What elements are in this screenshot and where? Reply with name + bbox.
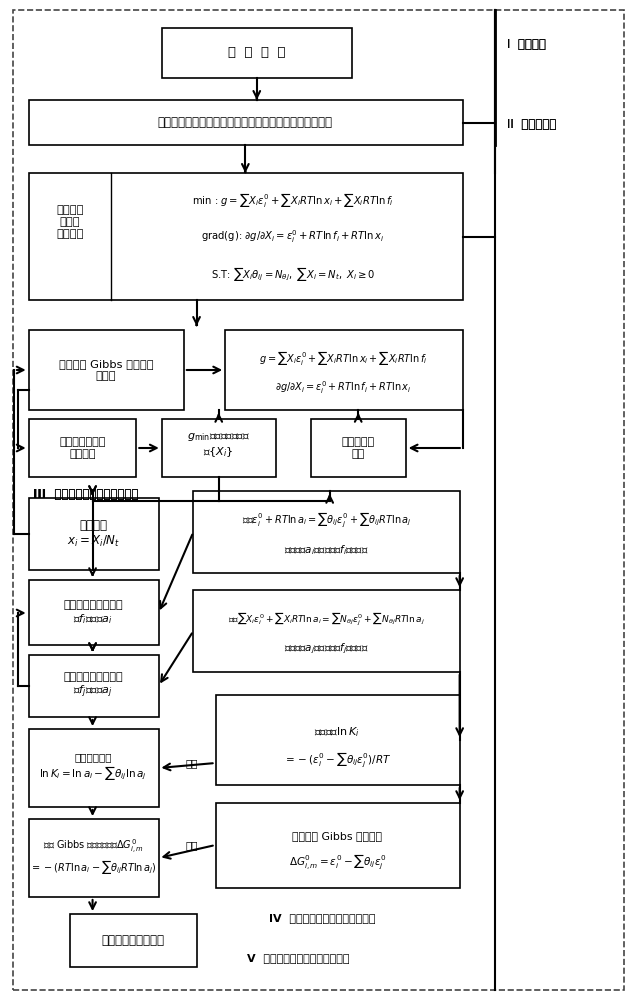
FancyBboxPatch shape [216, 695, 460, 785]
FancyBboxPatch shape [29, 819, 158, 897]
Text: S.T: $\sum X_i\theta_{ij}=N_{\theta j},\ \sum X_i=N_t,\ X_i\geq 0$: S.T: $\sum X_i\theta_{ij}=N_{\theta j},\… [210, 265, 375, 283]
FancyBboxPatch shape [29, 498, 158, 570]
FancyBboxPatch shape [29, 330, 184, 410]
FancyBboxPatch shape [193, 590, 460, 672]
Text: 验证活度$a_i$与活度系数$f_i$的合理性: 验证活度$a_i$与活度系数$f_i$的合理性 [284, 543, 369, 557]
Text: 计算各物种的活度系
数$f_i$与活度$a_i$: 计算各物种的活度系 数$f_i$与活度$a_i$ [63, 600, 123, 626]
Text: 平衡常数计算
$\ln K_i = \ln a_i - \sum\theta_{ij}\ln a_j$: 平衡常数计算 $\ln K_i = \ln a_i - \sum\theta_{… [39, 752, 147, 782]
Text: 计算体系 Gibbs 自由能的
最小值: 计算体系 Gibbs 自由能的 最小值 [58, 359, 153, 381]
FancyBboxPatch shape [162, 419, 276, 477]
Text: 验证: 验证 [185, 840, 198, 850]
Text: 逐级二次规划最
优化算法: 逐级二次规划最 优化算法 [59, 437, 106, 459]
Text: $\partial g/\partial X_i=\varepsilon_i^0+RT\ln f_i+RT\ln x_i$: $\partial g/\partial X_i=\varepsilon_i^0… [275, 380, 412, 396]
Text: 平衡常数$\ln K_i$: 平衡常数$\ln K_i$ [314, 725, 360, 739]
FancyBboxPatch shape [29, 580, 158, 645]
Text: III  混合体系自由能最小化计算: III 混合体系自由能最小化计算 [33, 488, 138, 502]
Text: $= -(\varepsilon_i^0-\sum\theta_{ij}\varepsilon_j^0)/RT$: $= -(\varepsilon_i^0-\sum\theta_{ij}\var… [283, 751, 392, 769]
FancyBboxPatch shape [162, 28, 352, 78]
Text: $g_{\min}$与各物种物质的
量$\{X_i\}$: $g_{\min}$与各物种物质的 量$\{X_i\}$ [187, 431, 250, 459]
FancyBboxPatch shape [70, 914, 197, 967]
Text: V  混合体系系列平衡性质的计算: V 混合体系系列平衡性质的计算 [247, 953, 350, 963]
Text: 数  据  输  入: 数 据 输 入 [228, 46, 285, 60]
Text: 数据初始化；判别混合体系类型，选择恰当的热力学模型: 数据初始化；判别混合体系类型，选择恰当的热力学模型 [158, 116, 333, 129]
FancyBboxPatch shape [216, 803, 460, 888]
Text: 利用$\sum X_i\varepsilon_i^0+\sum X_iRT\ln a_i=\sum N_{\theta j}\varepsilon_j^0+\s: 利用$\sum X_i\varepsilon_i^0+\sum X_iRT\ln… [228, 610, 425, 628]
FancyBboxPatch shape [29, 655, 158, 717]
Text: I  数据输入: I 数据输入 [507, 37, 546, 50]
Text: grad(g): $\partial g/\partial X_i=\varepsilon_i^0+RT\ln f_i+RT\ln x_i$: grad(g): $\partial g/\partial X_i=\varep… [201, 229, 385, 245]
Text: 热力学模型
计算: 热力学模型 计算 [342, 437, 375, 459]
FancyBboxPatch shape [29, 419, 136, 477]
FancyBboxPatch shape [311, 419, 406, 477]
FancyBboxPatch shape [225, 330, 463, 410]
Text: IV  混合体系系列平衡性质的计算: IV 混合体系系列平衡性质的计算 [269, 913, 376, 923]
Text: $g=\sum X_i\varepsilon_i^0+\sum X_iRT\ln x_i+\sum X_iRT\ln f_i$: $g=\sum X_i\varepsilon_i^0+\sum X_iRT\ln… [259, 349, 428, 367]
Text: I  数据输入: I 数据输入 [507, 37, 546, 50]
Text: 验证: 验证 [185, 758, 198, 768]
FancyBboxPatch shape [29, 173, 463, 300]
Text: 计算各组分的活度系
数$f_j$与活度$a_j$: 计算各组分的活度系 数$f_j$与活度$a_j$ [63, 672, 123, 700]
Text: III  混合体系自由能最小化计算: III 混合体系自由能最小化计算 [33, 488, 138, 502]
Text: II  计算初始化: II 计算初始化 [507, 117, 557, 130]
Text: 计算结果输出并保存: 计算结果输出并保存 [101, 934, 165, 948]
Text: 反应 Gibbs 自由能变计算$\Delta G^0_{i,m}$
$=-(RT\ln a_i-\sum\theta_{ij}RT\ln a_j)$: 反应 Gibbs 自由能变计算$\Delta G^0_{i,m}$ $=-(RT… [30, 838, 157, 876]
FancyBboxPatch shape [193, 491, 460, 573]
Text: 物种浓度
$x_i = X_i / N_t$: 物种浓度 $x_i = X_i / N_t$ [67, 519, 120, 549]
Text: min : $g=\sum X_i\varepsilon_i^0+\sum X_iRT\ln x_i+\sum X_iRT\ln f_i$: min : $g=\sum X_i\varepsilon_i^0+\sum X_… [192, 191, 394, 209]
Text: 申明目标
函数与
约束条件: 申明目标 函数与 约束条件 [56, 205, 84, 239]
Text: II  计算初始化: II 计算初始化 [507, 118, 557, 131]
FancyBboxPatch shape [29, 729, 158, 807]
Text: 反应过程 Gibbs 自由能变: 反应过程 Gibbs 自由能变 [292, 831, 382, 841]
Text: 验证活度$a_j$与活度系数$f_j$的合理性: 验证活度$a_j$与活度系数$f_j$的合理性 [284, 642, 369, 656]
Text: $\Delta G^0_{i,m}=\varepsilon_i^0-\sum\theta_{ij}\varepsilon_j^0$: $\Delta G^0_{i,m}=\varepsilon_i^0-\sum\t… [288, 853, 386, 871]
Text: 利用$\varepsilon_i^0+RT\ln a_i=\sum\theta_{ij}\varepsilon_j^0+\sum\theta_{ij}RT\ln: 利用$\varepsilon_i^0+RT\ln a_i=\sum\theta_… [242, 511, 411, 529]
FancyBboxPatch shape [29, 100, 463, 145]
